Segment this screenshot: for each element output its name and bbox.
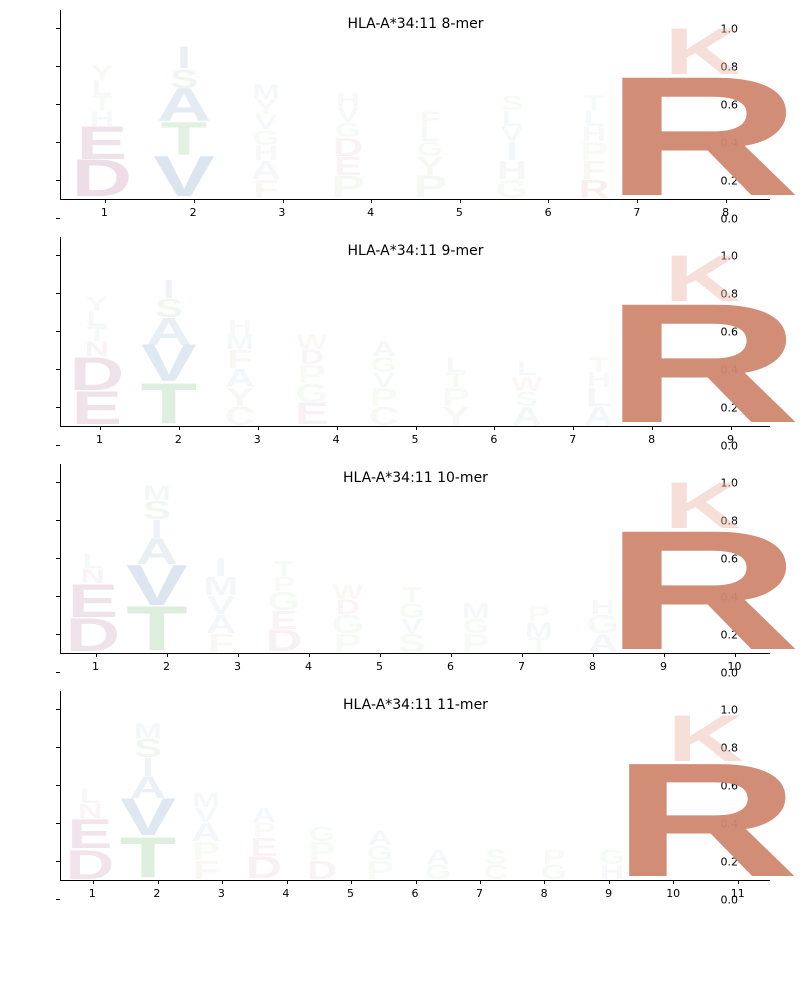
panel-title: HLA-A*34:11 10-mer — [61, 470, 770, 486]
position-column: GPD — [293, 691, 351, 880]
plot-area: HLA-A*34:11 9-merYLTNDEISAVTHMFAYCWDPGEA… — [60, 237, 770, 427]
position-column: AGP — [351, 691, 409, 880]
logo-letter-R: R — [611, 762, 799, 880]
logo-letter-R: R — [604, 76, 800, 200]
position-column: KR — [635, 464, 770, 653]
panel-title: HLA-A*34:11 11-mer — [61, 697, 770, 713]
position-column: KR — [635, 237, 770, 426]
position-column: KR — [635, 10, 770, 199]
logo-panel-3: 0.00.20.40.60.81.0HLA-A*34:11 11-merLNED… — [20, 691, 780, 900]
plot-area: HLA-A*34:11 8-merYLTHEDISATVMYVGHAFHVGDE… — [60, 10, 770, 200]
panel-title: HLA-A*34:11 9-mer — [61, 243, 770, 259]
logo-panel-1: 0.00.20.40.60.81.0HLA-A*34:11 9-merYLTND… — [20, 237, 780, 446]
position-column: AG — [409, 691, 467, 880]
logo-letter-R: R — [604, 530, 800, 654]
plot-area: HLA-A*34:11 10-merLNEDMSIAVTIMVAFTPGEDWD… — [60, 464, 770, 654]
position-column: SC — [467, 691, 525, 880]
position-column: KR — [641, 691, 770, 880]
position-column: APED — [235, 691, 293, 880]
plot-area: HLA-A*34:11 11-merLNEDMSIAVTMVAPFAPEDGPD… — [60, 691, 770, 881]
logo-letter-R: R — [604, 303, 800, 427]
logo-panel-0: 0.00.20.40.60.81.0HLA-A*34:11 8-merYLTHE… — [20, 10, 780, 219]
panel-title: HLA-A*34:11 8-mer — [61, 16, 770, 32]
logo-panel-2: 0.00.20.40.60.81.0HLA-A*34:11 10-merLNED… — [20, 464, 780, 673]
position-column: MVAPF — [177, 691, 235, 880]
position-column: PG — [525, 691, 583, 880]
